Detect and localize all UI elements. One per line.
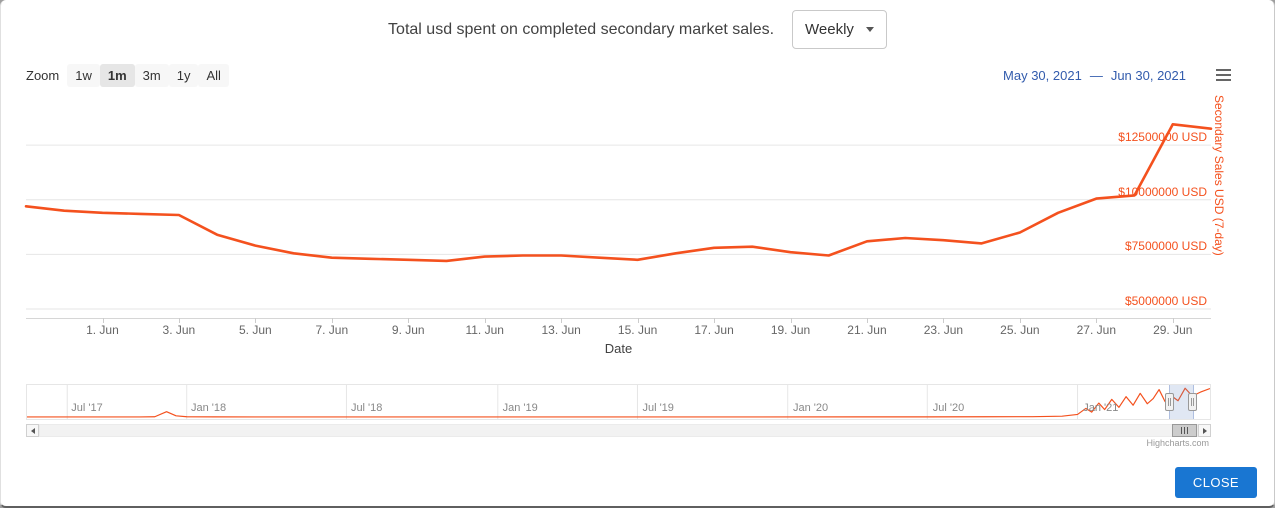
navigator-handle-right[interactable]: [1187, 393, 1197, 411]
x-axis-tick-label: 1. Jun: [86, 323, 119, 337]
navigator-svg: [27, 385, 1210, 419]
navigator-tick-label: Jan '21: [1083, 402, 1119, 414]
main-chart-plot-area[interactable]: [24, 95, 1213, 319]
y-axis-label: $5000000 USD: [1124, 294, 1207, 309]
zoom-button-all[interactable]: All: [198, 63, 229, 87]
navigator-tick-label: Jan '18: [190, 402, 227, 414]
x-axis-tick-label: 17. Jun: [694, 323, 734, 337]
range-to[interactable]: Jun 30, 2021: [1110, 67, 1186, 83]
y-axis-label: $12500000 USD: [1118, 130, 1207, 145]
hamburger-menu-icon[interactable]: [1214, 67, 1233, 83]
toolbar-right: May 30, 2021 — Jun 30, 2021: [1003, 67, 1233, 83]
x-axis-tick-label: 11. Jun: [465, 323, 504, 337]
arrow-right-icon: [1202, 427, 1207, 434]
zoom-label: Zoom: [26, 67, 60, 83]
zoom-button-group: Zoom 1w 1m 3m 1y All: [26, 63, 229, 87]
range-separator: —: [1089, 67, 1103, 83]
date-range[interactable]: May 30, 2021 — Jun 30, 2021: [1003, 68, 1186, 83]
navigator-handle-left[interactable]: [1165, 393, 1175, 411]
zoom-button-1m[interactable]: 1m: [99, 63, 135, 87]
x-axis-tick-label: 27. Jun: [1076, 323, 1116, 337]
navigator-tick-label: Jan '19: [502, 402, 538, 414]
x-axis-tick-label: 23. Jun: [923, 323, 964, 337]
navigator-tick-label: Jan '20: [792, 402, 829, 414]
x-axis-tick-label: 19. Jun: [770, 323, 811, 337]
x-axis-tick-label: 3. Jun: [162, 323, 196, 337]
scrollbar-thumb[interactable]: [1172, 424, 1197, 437]
close-button[interactable]: CLOSE: [1174, 467, 1257, 498]
scrollbar-left-button[interactable]: [26, 424, 39, 437]
arrow-left-icon: [30, 427, 35, 434]
x-axis-tick-label: 13. Jun: [541, 323, 581, 337]
chevron-down-icon: [865, 27, 874, 32]
x-axis-tick-label: 9. Jun: [391, 323, 425, 337]
x-axis-labels: 1. Jun 3. Jun 5. Jun 7. Jun 9. Jun 11. Jun 13.…: [26, 318, 1211, 337]
x-axis-tick-label: 29. Jun: [1153, 323, 1193, 337]
x-axis-tick-label: 21. Jun: [847, 323, 887, 337]
range-from[interactable]: May 30, 2021: [1003, 67, 1082, 83]
navigator-tick-label: Jul '18: [350, 402, 383, 414]
main-chart-svg: [24, 122, 1213, 310]
navigator[interactable]: Jul '17 Jan '18 Jul '18 Jan '19 Jul '19 Jan '…: [26, 384, 1211, 420]
x-axis-tick-label: 15. Jun: [617, 323, 658, 337]
zoom-button-1w[interactable]: 1w: [67, 63, 100, 87]
highcharts-credits[interactable]: Highcharts.com: [1146, 438, 1209, 448]
zoom-button-1y[interactable]: 1y: [168, 63, 199, 87]
x-axis-tick-label: 25. Jun: [1000, 323, 1040, 337]
header: Total usd spent on completed secondary m…: [1, 10, 1274, 49]
main-series-line: [24, 122, 1213, 263]
y-axis-title: Secondary Sales USD (7-day): [1212, 95, 1226, 256]
frequency-select-value: Weekly: [805, 21, 854, 38]
navigator-tick-label: Jul '19: [642, 402, 674, 414]
x-axis-title: Date: [604, 341, 633, 356]
navigator-tick-label: Jul '17: [71, 402, 103, 414]
toolbar: Zoom 1w 1m 3m 1y All May 30, 2021 — Jun 30, …: [26, 63, 1233, 87]
y-axis-label: $7500000 USD: [1124, 239, 1207, 254]
zoom-buttons: 1w 1m 3m 1y All: [67, 63, 229, 87]
scrollbar-track[interactable]: [39, 424, 1198, 437]
frequency-select[interactable]: Weekly: [792, 10, 887, 49]
navigator-tick-label: Jul '20: [932, 402, 965, 414]
scrollbar-right-button[interactable]: [1198, 424, 1211, 437]
y-axis-label: $10000000 USD: [1118, 184, 1207, 199]
navigator-series-line: [27, 387, 1210, 418]
x-axis-tick-label: 7. Jun: [315, 323, 349, 337]
zoom-button-3m[interactable]: 3m: [134, 63, 169, 87]
chart-title: Total usd spent on completed secondary m…: [388, 20, 775, 38]
scrollbar: [26, 424, 1211, 437]
x-axis-tick-label: 5. Jun: [238, 323, 272, 337]
